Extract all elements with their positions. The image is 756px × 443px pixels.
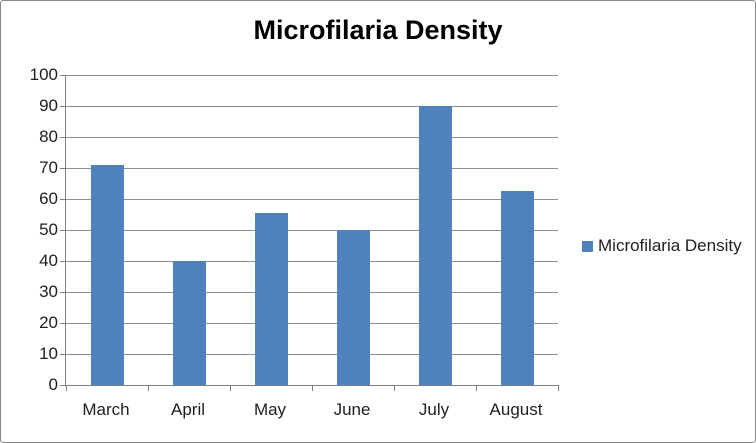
y-axis-label-70: 70 bbox=[39, 158, 58, 177]
y-axis-tick-100 bbox=[60, 75, 65, 76]
x-axis-tick-5 bbox=[476, 385, 477, 391]
gridline-100 bbox=[66, 75, 558, 76]
y-axis-label-30: 30 bbox=[39, 282, 58, 301]
x-axis-label-june: June bbox=[333, 400, 371, 419]
x-axis-label-april: April bbox=[170, 400, 205, 419]
x-axis-label-august: August bbox=[489, 400, 543, 419]
y-axis-label-0: 0 bbox=[48, 375, 58, 394]
y-axis-label-90: 90 bbox=[39, 96, 58, 115]
legend-label: Microfilaria Density bbox=[598, 236, 742, 255]
y-axis-tick-80 bbox=[60, 137, 65, 138]
gridline-40 bbox=[66, 261, 558, 262]
bar-june bbox=[337, 230, 370, 385]
gridline-50 bbox=[66, 230, 558, 231]
y-axis-tick-0 bbox=[60, 385, 65, 386]
bar-july bbox=[419, 106, 452, 385]
x-axis-tick-4 bbox=[394, 385, 395, 391]
y-axis-tick-70 bbox=[60, 168, 65, 169]
plot-area bbox=[60, 75, 559, 391]
y-axis-tick-40 bbox=[60, 261, 65, 262]
gridline-20 bbox=[66, 323, 558, 324]
y-axis-label-50: 50 bbox=[39, 220, 58, 239]
y-axis-label-80: 80 bbox=[39, 127, 58, 146]
gridline-60 bbox=[66, 199, 558, 200]
x-axis-label-march: March bbox=[82, 400, 130, 419]
y-axis-tick-30 bbox=[60, 292, 65, 293]
x-axis-label-may: May bbox=[253, 400, 287, 419]
x-axis-tick-1 bbox=[148, 385, 149, 391]
y-axis-tick-20 bbox=[60, 323, 65, 324]
bar-march bbox=[91, 165, 124, 385]
bar-april bbox=[173, 261, 206, 385]
chart-title: Microfilaria Density bbox=[253, 15, 503, 45]
y-axis-label-20: 20 bbox=[39, 313, 58, 332]
legend: Microfilaria Density bbox=[582, 236, 742, 256]
gridline-10 bbox=[66, 354, 558, 355]
x-axis-tick-3 bbox=[312, 385, 313, 391]
y-axis-tick-60 bbox=[60, 199, 65, 200]
x-axis-label-july: July bbox=[418, 400, 450, 419]
bar-august bbox=[501, 191, 534, 385]
x-axis-tick-6 bbox=[558, 385, 559, 391]
y-axis-tick-50 bbox=[60, 230, 65, 231]
x-axis-tick-0 bbox=[66, 385, 67, 391]
y-axis-label-60: 60 bbox=[39, 189, 58, 208]
bar-may bbox=[255, 213, 288, 385]
x-axis-tick-2 bbox=[230, 385, 231, 391]
gridline-80 bbox=[66, 137, 558, 138]
gridline-90 bbox=[66, 106, 558, 107]
y-axis-label-40: 40 bbox=[39, 251, 58, 270]
gridline-70 bbox=[66, 168, 558, 169]
y-axis-tick-10 bbox=[60, 354, 65, 355]
y-axis-label-10: 10 bbox=[39, 344, 58, 363]
gridline-30 bbox=[66, 292, 558, 293]
legend-color-swatch bbox=[582, 240, 593, 252]
y-axis-tick-90 bbox=[60, 106, 65, 107]
y-axis-label-100: 100 bbox=[29, 65, 58, 84]
